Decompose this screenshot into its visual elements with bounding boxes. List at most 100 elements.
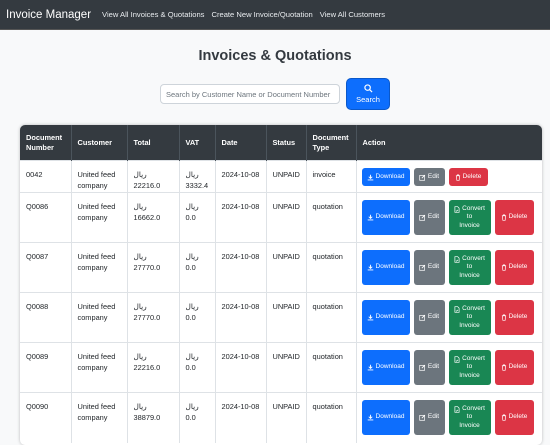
cell-status: UNPAID: [266, 160, 307, 193]
edit-icon: [419, 314, 426, 321]
nav-link-create-invoice[interactable]: Create New Invoice/Quotation: [211, 10, 313, 19]
cell-vat: ريال 0.0: [179, 242, 216, 293]
currency-symbol: ريال: [185, 170, 199, 179]
header-date: Date: [215, 125, 267, 161]
nav-link-view-all-invoices[interactable]: View All Invoices & Quotations: [102, 10, 205, 19]
navbar: Invoice Manager View All Invoices & Quot…: [0, 0, 550, 30]
page-title: Invoices & Quotations: [198, 48, 352, 64]
cell-document-number: 0042: [20, 160, 72, 193]
table-row: Q0088 United feed company ريال 27770.0 ريال 0…: [20, 292, 542, 343]
cell-status: UNPAID: [266, 242, 307, 293]
document-icon: [454, 306, 460, 313]
cell-status: UNPAID: [266, 192, 307, 243]
cell-total: ريال 16662.0: [127, 192, 180, 243]
convert-to-invoice-button[interactable]: Convert to Invoice: [448, 400, 491, 435]
currency-symbol: ريال: [133, 202, 147, 211]
edit-button[interactable]: Edit: [413, 200, 445, 235]
download-button[interactable]: Download: [361, 300, 410, 335]
table-row: Q0087 United feed company ريال 27770.0 ريال 0…: [20, 242, 542, 293]
delete-button[interactable]: Delete: [494, 250, 534, 285]
edit-icon: [419, 214, 426, 221]
edit-button[interactable]: Edit: [413, 250, 445, 285]
edit-icon: [419, 264, 426, 271]
download-button[interactable]: Download: [361, 200, 410, 235]
table-row: Q0086 United feed company ريال 16662.0 ريال 0…: [20, 192, 542, 243]
edit-button[interactable]: Edit: [413, 300, 445, 335]
vat-value: 0.0: [185, 363, 196, 373]
cell-actions: Download Edit Convert to Invoice Delete: [356, 292, 542, 343]
cell-date: 2024-10-08: [215, 392, 267, 443]
delete-button[interactable]: Delete: [494, 300, 534, 335]
cell-actions: Download Edit Convert to Invoice Delete: [356, 342, 542, 393]
cell-document-type: quotation: [306, 392, 357, 443]
cell-total: ريال 22216.0: [127, 160, 180, 193]
edit-icon: [419, 414, 426, 421]
download-button[interactable]: Download: [361, 400, 410, 435]
cell-customer: United feed company: [71, 342, 128, 393]
cell-document-number: Q0089: [20, 342, 72, 393]
cell-total: ريال 22216.0: [127, 342, 180, 393]
document-icon: [454, 356, 460, 363]
currency-symbol: ريال: [133, 170, 147, 179]
trash-icon: [501, 214, 506, 221]
cell-vat: ريال 0.0: [179, 342, 216, 393]
currency-symbol: ريال: [133, 302, 147, 311]
cell-actions: Download Edit Convert to Invoice Delete: [356, 192, 542, 243]
cell-status: UNPAID: [266, 342, 307, 393]
total-value: 27770.0: [133, 313, 161, 323]
download-button[interactable]: Download: [361, 168, 410, 186]
cell-status: UNPAID: [266, 292, 307, 343]
cell-customer: United feed company: [71, 292, 128, 343]
delete-button[interactable]: Delete: [448, 168, 488, 186]
delete-button[interactable]: Delete: [494, 400, 534, 435]
trash-icon: [501, 364, 506, 371]
header-total: Total: [127, 125, 180, 161]
trash-icon: [455, 173, 460, 181]
cell-document-number: Q0087: [20, 242, 72, 293]
vat-value: 3332.4: [185, 181, 209, 191]
vat-value: 0.0: [185, 263, 196, 273]
cell-status: UNPAID: [266, 392, 307, 443]
cell-document-number: Q0088: [20, 292, 72, 343]
cell-document-type: quotation: [306, 242, 357, 293]
convert-to-invoice-button[interactable]: Convert to Invoice: [448, 250, 491, 285]
cell-document-type: quotation: [306, 342, 357, 393]
total-value: 27770.0: [133, 263, 161, 273]
search-input[interactable]: [160, 84, 340, 104]
cell-customer: United feed company: [71, 192, 128, 243]
download-button[interactable]: Download: [361, 250, 410, 285]
edit-button[interactable]: Edit: [413, 168, 445, 186]
convert-to-invoice-button[interactable]: Convert to Invoice: [448, 300, 491, 335]
cell-vat: ريال 0.0: [179, 392, 216, 443]
download-icon: [367, 264, 373, 271]
table-row: 0042 United feed company ريال 22216.0 ريال 33…: [20, 160, 542, 193]
cell-document-number: Q0090: [20, 392, 72, 443]
cell-document-type: quotation: [306, 292, 357, 343]
cell-document-type: invoice: [306, 160, 357, 193]
table-row: Q0090 United feed company ريال 38879.0 ريال 0…: [20, 392, 542, 443]
convert-to-invoice-button[interactable]: Convert to Invoice: [448, 200, 491, 235]
convert-to-invoice-button[interactable]: Convert to Invoice: [448, 350, 491, 385]
currency-symbol: ريال: [185, 252, 199, 261]
edit-button[interactable]: Edit: [413, 350, 445, 385]
delete-button[interactable]: Delete: [494, 200, 534, 235]
table-header-row: Document Number Customer Total VAT Date …: [20, 125, 542, 161]
document-icon: [454, 406, 460, 413]
header-status: Status: [266, 125, 307, 161]
delete-button[interactable]: Delete: [494, 350, 534, 385]
trash-icon: [501, 414, 506, 421]
search-button[interactable]: Search: [346, 78, 390, 110]
table-row: Q0089 United feed company ريال 22216.0 ريال 0…: [20, 342, 542, 393]
download-button[interactable]: Download: [361, 350, 410, 385]
edit-button[interactable]: Edit: [413, 400, 445, 435]
navbar-brand[interactable]: Invoice Manager: [6, 8, 92, 21]
cell-total: ريال 27770.0: [127, 242, 180, 293]
cell-customer: United feed company: [71, 242, 128, 293]
cell-document-number: Q0086: [20, 192, 72, 243]
nav-link-view-customers[interactable]: View All Customers: [319, 10, 386, 19]
total-value: 38879.0: [133, 413, 161, 423]
vat-value: 0.0: [185, 313, 196, 323]
currency-symbol: ريال: [185, 402, 199, 411]
trash-icon: [501, 314, 506, 321]
currency-symbol: ريال: [185, 302, 199, 311]
